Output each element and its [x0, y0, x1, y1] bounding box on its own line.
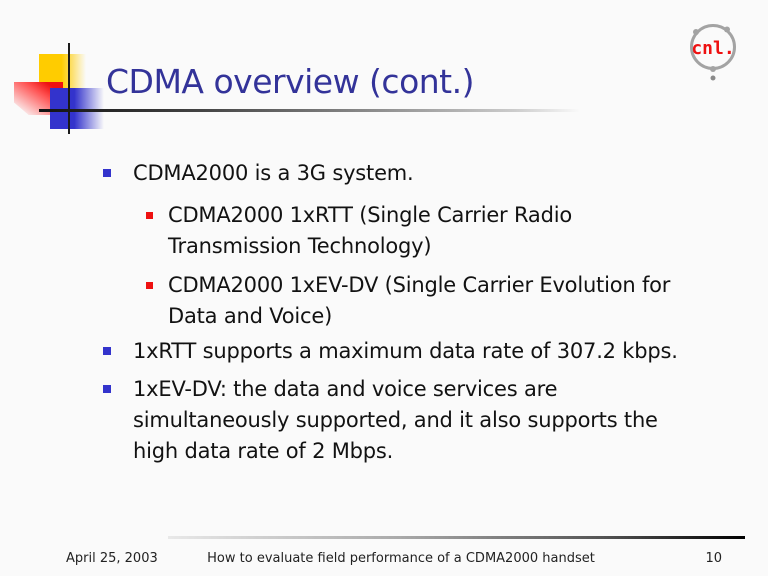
footer-date: April 25, 2003: [66, 551, 158, 566]
bullet-text: CDMA2000 1xEV-DV (Single Carrier Evoluti…: [168, 273, 671, 328]
bullet-marker-icon: [103, 385, 111, 393]
bullet-marker-icon: [103, 169, 111, 177]
bullet-text: 1xRTT supports a maximum data rate of 30…: [133, 339, 678, 363]
sub-bullet-item: CDMA2000 1xRTT (Single Carrier Radio Tra…: [146, 200, 743, 262]
footer-presentation-title: How to evaluate field performance of a C…: [207, 551, 595, 566]
bullet-text: 1xEV-DV: the data and voice services are…: [133, 377, 658, 463]
bullet-text: CDMA2000 is a 3G system.: [133, 161, 414, 185]
bullet-marker-icon: [103, 347, 111, 355]
bullet-text: CDMA2000 1xRTT (Single Carrier Radio Tra…: [168, 203, 572, 258]
decoration-blue-square: [50, 88, 104, 129]
sub-bullet-marker-icon: [146, 282, 153, 289]
footer-page-number: 10: [705, 551, 722, 566]
cnl-logo-text: cnl.: [691, 38, 734, 59]
bullet-item: CDMA2000 is a 3G system.: [103, 158, 743, 189]
cnl-logo-icon: cnl.: [690, 24, 736, 81]
sub-bullet-marker-icon: [146, 212, 153, 219]
page-title: CDMA overview (cont.): [106, 62, 475, 101]
bullet-list: CDMA2000 is a 3G system. CDMA2000 1xRTT …: [103, 158, 743, 467]
bullet-item: 1xEV-DV: the data and voice services are…: [103, 374, 743, 467]
title-underline: [39, 109, 580, 112]
cnl-logo: cnl.: [684, 16, 744, 88]
footer-divider: [168, 536, 745, 539]
decoration-vertical-line: [68, 43, 70, 134]
sub-bullet-item: CDMA2000 1xEV-DV (Single Carrier Evoluti…: [146, 270, 743, 332]
bullet-item: 1xRTT supports a maximum data rate of 30…: [103, 336, 743, 367]
